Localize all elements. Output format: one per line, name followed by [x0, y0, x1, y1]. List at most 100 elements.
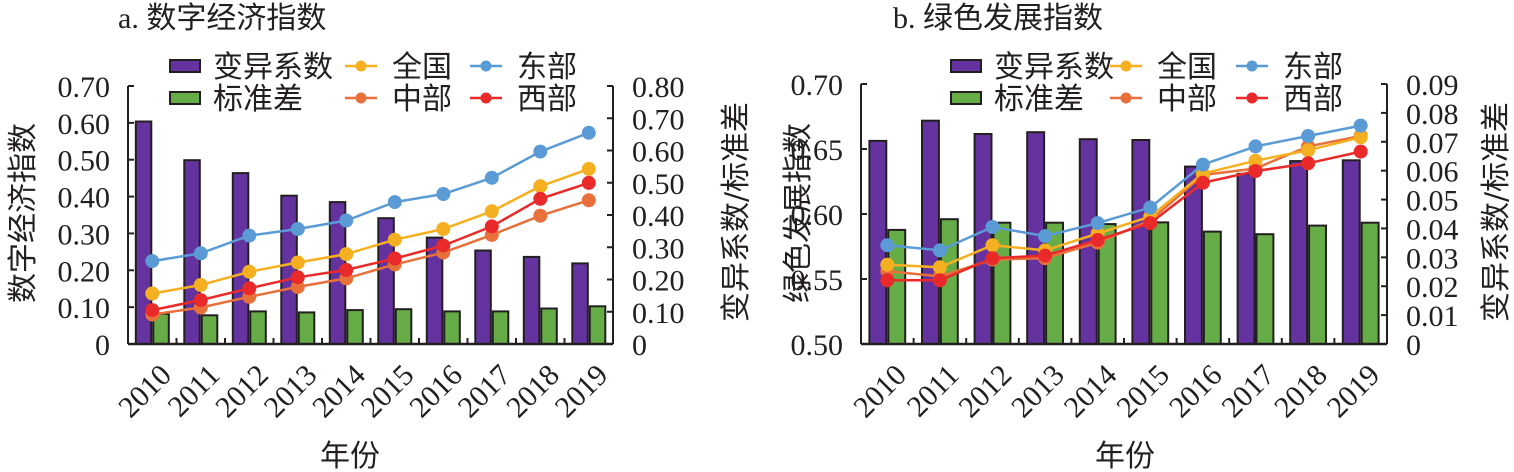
point-west-2010 — [880, 273, 895, 288]
legend-label-sd: 标准差 — [994, 82, 1084, 117]
y-tick-label-right: 0 — [1406, 329, 1421, 362]
point-east-2015 — [1143, 200, 1158, 215]
chart-b-ylabel: 绿色发展指数 — [781, 123, 816, 303]
x-tick-label: 2013 — [1005, 358, 1071, 424]
bar-cv-2019 — [1341, 159, 1361, 345]
point-west-2015 — [387, 251, 402, 266]
y-tick-label-left: 0.65 — [791, 134, 844, 167]
x-tick-label: 2016 — [403, 358, 469, 424]
y-tick-label-right: 0.01 — [1406, 300, 1459, 333]
point-national-2018 — [533, 179, 548, 194]
point-east-2017 — [484, 170, 499, 185]
point-west-2016 — [1195, 175, 1210, 190]
point-national-2017 — [484, 204, 499, 219]
y-tick-label-right: 0.30 — [632, 232, 685, 265]
bar-sd-2015 — [1150, 221, 1170, 345]
line-series-west — [880, 144, 1368, 288]
chart-a-title: a. 数字经济指数 — [118, 2, 326, 35]
x-tick-label: 2019 — [549, 358, 615, 424]
bar-cv-2015 — [1131, 139, 1151, 345]
legend-label-west: 西部 — [517, 82, 577, 117]
point-west-2018 — [1301, 156, 1316, 171]
bar-cv-2017 — [474, 249, 492, 345]
point-national-2013 — [290, 255, 305, 270]
point-east-2012 — [985, 220, 1000, 234]
y-tick-label-right: 0.04 — [1406, 213, 1459, 246]
line-series-east — [880, 118, 1368, 258]
point-national-2011 — [932, 260, 947, 275]
point-east-2013 — [1038, 229, 1053, 244]
x-tick-label: 2015 — [1110, 358, 1176, 424]
y-tick-label-left: 0.55 — [791, 264, 844, 297]
y-tick-label-right: 0 — [632, 329, 647, 362]
point-national-2014 — [339, 247, 354, 262]
line-east — [152, 131, 590, 263]
legend-label-cv: 变异系数 — [994, 50, 1114, 85]
bar-sd-2018 — [540, 307, 558, 345]
point-central-2019 — [581, 193, 596, 208]
bar-sd-2016 — [1202, 230, 1222, 346]
legend-marker-central — [1120, 92, 1132, 104]
line-national — [152, 167, 590, 295]
point-east-2018 — [1301, 129, 1316, 143]
legend-label-cv: 变异系数 — [213, 50, 333, 85]
legend-swatch-cv — [169, 59, 201, 73]
x-tick-label: 2012 — [209, 358, 275, 424]
chart-a-plot: 00.100.200.300.400.500.600.7000.100.200.… — [58, 71, 685, 424]
x-tick-label: 2013 — [258, 358, 324, 424]
chart-b-title: b. 绿色发展指数 — [893, 2, 1103, 35]
x-tick-label: 2014 — [306, 358, 372, 424]
point-national-2018 — [1301, 143, 1316, 158]
chart-a-xlabel: 年份 — [320, 439, 380, 472]
legend-label-central: 中部 — [1157, 82, 1217, 117]
legend-marker-central — [355, 92, 367, 104]
point-east-2017 — [1248, 139, 1263, 154]
bar-cv-2019 — [571, 262, 589, 345]
bar-sd-2013 — [297, 311, 316, 345]
point-west-2014 — [339, 262, 354, 277]
bar-series-sd — [152, 305, 607, 346]
point-west-2017 — [1248, 164, 1263, 179]
y-tick-label-left: 0.10 — [58, 292, 111, 325]
chart-a-ylabel-right: 变异系数/标准差 — [719, 102, 754, 322]
legend-swatch-sd — [950, 91, 982, 105]
y-tick-label-right: 0.09 — [1406, 69, 1459, 102]
point-west-2017 — [484, 219, 499, 234]
legend-label-east: 东部 — [517, 50, 577, 85]
point-west-2012 — [242, 281, 257, 296]
point-east-2013 — [290, 222, 305, 236]
legend-marker-east — [1246, 60, 1258, 72]
point-national-2012 — [242, 264, 257, 279]
line-national — [887, 136, 1361, 269]
y-tick-label-left: 0.50 — [58, 145, 111, 178]
bar-sd-2014 — [346, 309, 364, 346]
point-east-2019 — [1353, 118, 1368, 133]
point-east-2015 — [387, 195, 402, 210]
bar-sd-2016 — [443, 310, 461, 345]
bar-cv-2018 — [1289, 160, 1309, 345]
y-tick-label-left: 0.70 — [791, 69, 844, 102]
point-east-2010 — [880, 238, 895, 253]
line-series-east — [145, 125, 596, 269]
legend-marker-west — [480, 92, 492, 104]
chart-b-xlabel: 年份 — [1095, 439, 1155, 472]
point-national-2019 — [581, 161, 596, 176]
y-tick-label-left: 0.40 — [58, 182, 111, 215]
point-east-2016 — [1195, 157, 1210, 172]
y-tick-label-left: 0.30 — [58, 218, 111, 251]
y-tick-label-right: 0.50 — [632, 168, 685, 201]
bar-cv-2012 — [973, 133, 993, 345]
y-tick-label-right: 0.10 — [632, 297, 685, 330]
y-tick-label-right: 0.03 — [1406, 242, 1459, 275]
y-tick-label-left: 0.50 — [791, 329, 844, 362]
bar-sd-2018 — [1308, 224, 1327, 346]
point-national-2015 — [387, 232, 402, 247]
legend-swatch-sd — [169, 91, 201, 105]
line-west — [152, 181, 590, 312]
point-central-2013 — [290, 279, 305, 294]
point-east-2011 — [932, 243, 947, 258]
y-tick-label-right: 0.02 — [1406, 271, 1459, 304]
point-east-2014 — [339, 213, 354, 228]
legend-label-national: 全国 — [1157, 50, 1217, 85]
